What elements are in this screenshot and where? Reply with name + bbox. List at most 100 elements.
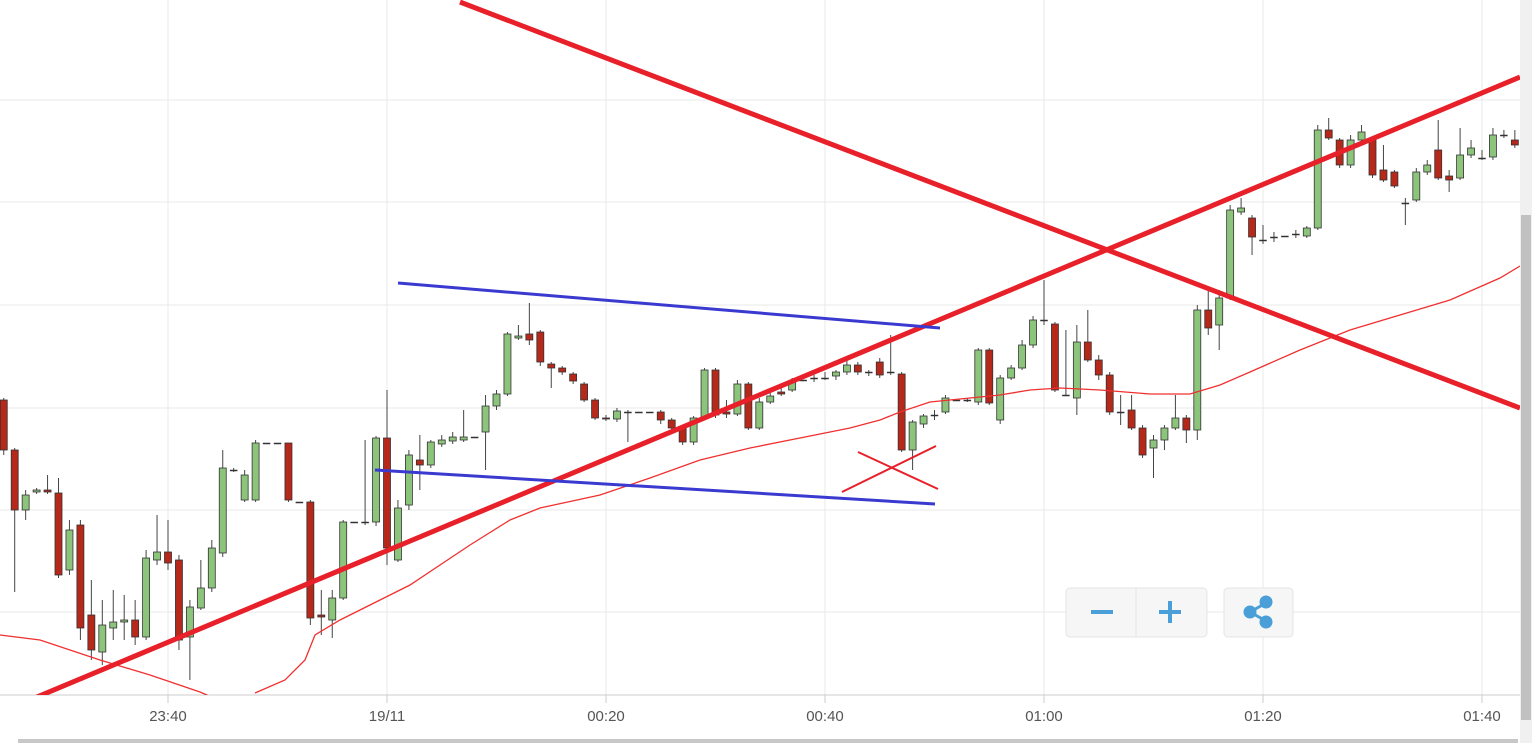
candle-body	[711, 369, 720, 416]
candle-body	[492, 393, 501, 407]
cross-mark	[857, 451, 939, 490]
candle-body	[394, 507, 402, 561]
candle-body	[328, 597, 337, 621]
candle-body	[470, 436, 479, 439]
candle-body	[1412, 171, 1421, 201]
candle-body	[426, 441, 435, 466]
candle-body	[853, 364, 862, 373]
candle-body	[1204, 309, 1213, 329]
candle-body	[1292, 233, 1300, 236]
candle-body	[306, 501, 315, 619]
scrollbar-thumb[interactable]	[1521, 215, 1531, 720]
candle-body	[1171, 417, 1180, 429]
candle-body	[1368, 139, 1377, 176]
candle-body	[1510, 139, 1519, 146]
candle-body	[1127, 409, 1136, 429]
h-scrollbar[interactable]	[18, 739, 1518, 743]
candle-body	[766, 395, 775, 403]
candle-body	[733, 383, 742, 415]
candle-body	[0, 399, 8, 451]
candle-body	[886, 371, 895, 374]
candle-body	[459, 436, 468, 441]
candle-body	[361, 521, 369, 524]
candle-body	[1226, 209, 1235, 299]
candle-body	[262, 442, 271, 445]
candle-body	[1390, 171, 1399, 187]
annotations	[0, 0, 1520, 695]
candle-body	[865, 371, 873, 374]
candle-body	[514, 335, 523, 339]
candle-body	[646, 411, 654, 414]
candle-body	[1072, 341, 1081, 399]
candle-body	[941, 397, 950, 413]
candle-body	[700, 369, 709, 419]
candle-body	[1434, 149, 1443, 179]
candle-body	[251, 442, 260, 501]
plus-v	[1168, 601, 1172, 623]
x-tick-label: 01:40	[1463, 708, 1501, 725]
candle-body	[415, 459, 424, 466]
candle-body	[240, 474, 249, 501]
candle-body	[1379, 169, 1388, 181]
candle-body	[689, 417, 698, 443]
candle-body	[1116, 411, 1125, 414]
candle-body	[32, 489, 41, 493]
candle-body	[821, 377, 829, 380]
candle-body	[218, 467, 227, 554]
candle-body	[1478, 157, 1486, 160]
candle-body	[54, 492, 63, 576]
candle-body	[1094, 359, 1103, 376]
candle-body	[843, 364, 851, 373]
moving-average	[0, 265, 1520, 695]
candle-body	[525, 333, 534, 341]
candle-body	[963, 399, 972, 402]
candle-body	[1456, 154, 1464, 179]
candle-body	[503, 333, 512, 395]
x-axis: 23:40 19/11 00:20 00:40 01:00 01:20 01:40	[149, 695, 1501, 725]
vertical-grid	[167, 0, 1483, 695]
candle-body	[481, 405, 490, 433]
candle-body	[624, 411, 632, 414]
candle-body	[295, 501, 304, 504]
candle-body	[185, 606, 194, 638]
candle-body	[591, 399, 599, 419]
candle-body	[372, 437, 380, 523]
zoom-in-button[interactable]	[1159, 601, 1181, 623]
candle-body	[339, 521, 348, 599]
candle-body	[930, 414, 939, 417]
candle-body	[580, 383, 588, 401]
candle-body	[1302, 227, 1311, 237]
candle-body	[1423, 164, 1432, 173]
candle-body	[87, 614, 96, 651]
candle-body	[1007, 367, 1016, 379]
candle-body	[21, 494, 30, 511]
candle-body	[1138, 427, 1147, 456]
share-icon	[1243, 595, 1273, 629]
candle-body	[1160, 427, 1169, 441]
candle-body	[613, 410, 621, 420]
candle-body	[1500, 134, 1508, 137]
candle-body	[558, 367, 567, 373]
candle-body	[1467, 147, 1475, 156]
candle-body	[175, 559, 183, 641]
candle-body	[908, 421, 917, 451]
candle-body	[164, 551, 172, 564]
candle-body	[919, 415, 928, 425]
share-node	[1259, 615, 1273, 629]
x-tick-label: 00:20	[587, 708, 625, 725]
candle-body	[404, 454, 413, 506]
candle-body	[448, 436, 457, 442]
candle-body	[875, 361, 884, 376]
candles	[0, 118, 1519, 680]
candle-body	[1040, 319, 1048, 322]
candle-body	[1237, 207, 1245, 213]
candle-body	[536, 331, 545, 363]
candle-body	[722, 411, 731, 415]
zoom-out-button[interactable]	[1091, 610, 1113, 614]
candle-body	[1149, 439, 1158, 449]
share-button[interactable]	[1223, 587, 1294, 638]
candle-body	[109, 621, 118, 629]
candle-body	[1270, 236, 1278, 239]
